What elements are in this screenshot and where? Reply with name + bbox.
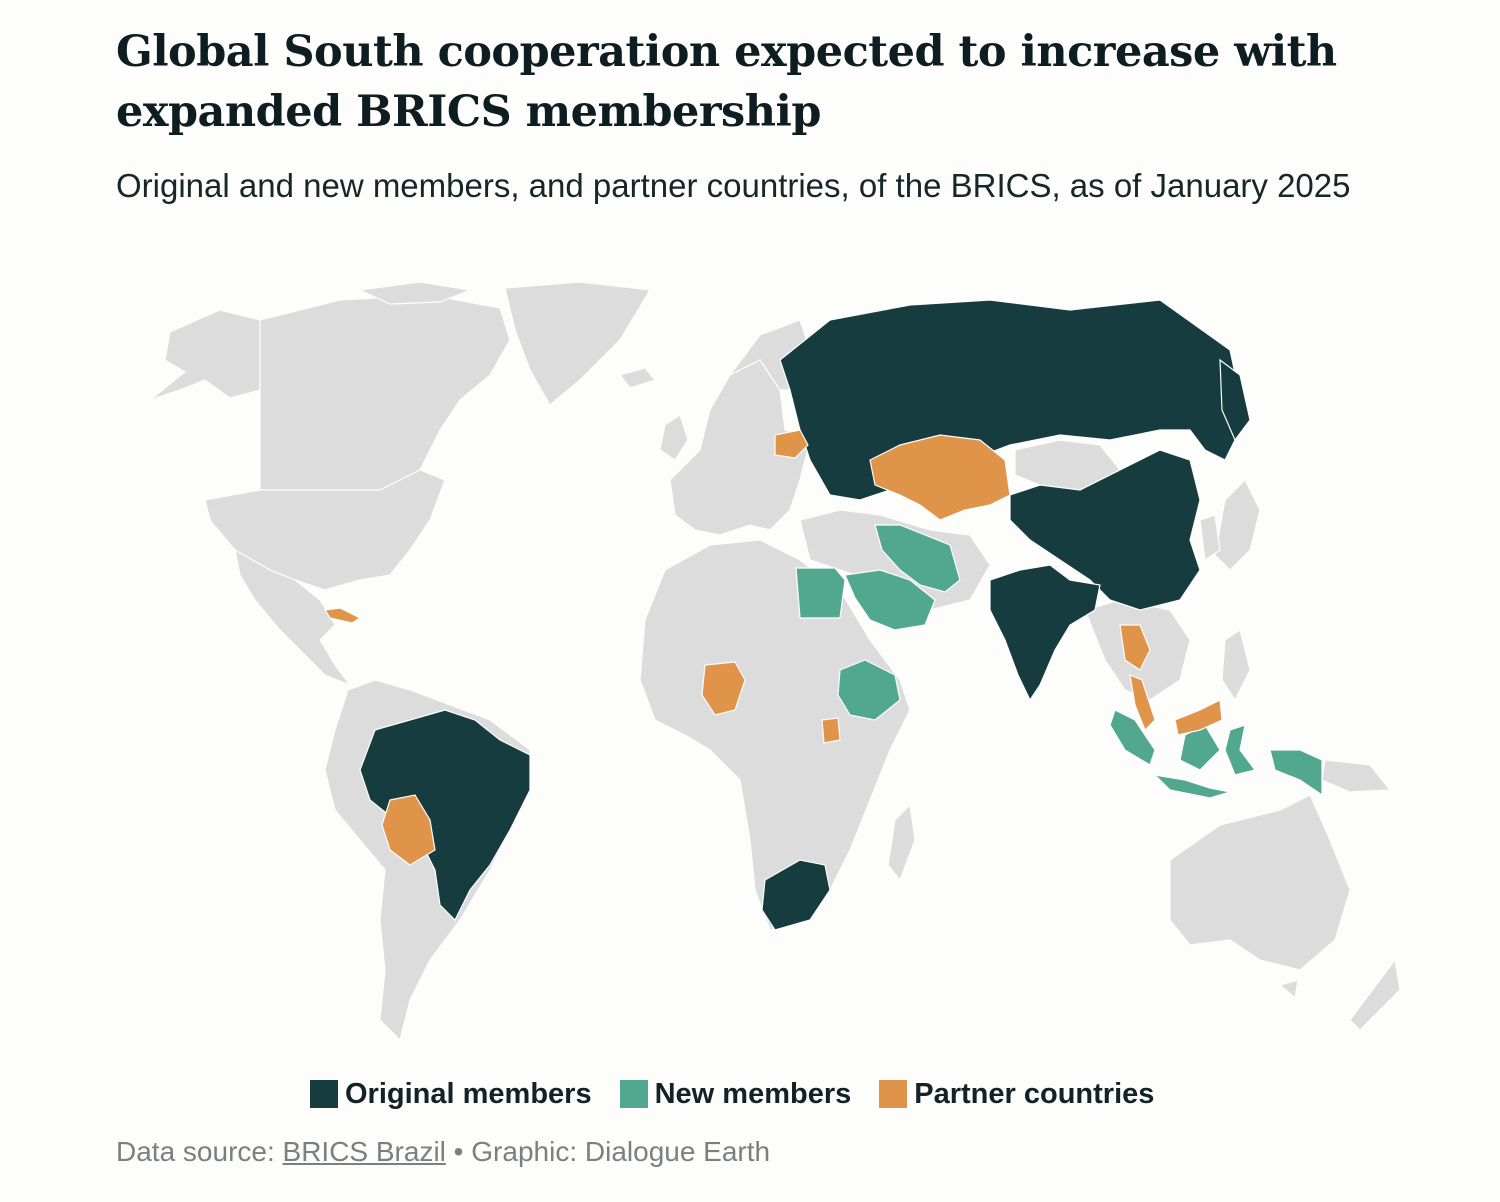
country-indonesia-sumatra xyxy=(1109,709,1156,766)
country-kazakhstan xyxy=(869,434,1011,521)
legend-label-partner: Partner countries xyxy=(914,1077,1155,1110)
country-south-africa xyxy=(761,859,831,931)
world-map xyxy=(149,281,1401,1042)
source-prefix: Data source: xyxy=(116,1136,283,1167)
country-malaysia-peninsula xyxy=(1129,674,1156,732)
country-indonesia-papua xyxy=(1269,749,1323,797)
source-separator: • xyxy=(445,1136,472,1167)
country-thailand xyxy=(1119,624,1151,671)
country-ethiopia xyxy=(837,659,901,721)
land-new-zealand xyxy=(1349,958,1401,1031)
legend-swatch-partner xyxy=(879,1080,908,1108)
country-bolivia xyxy=(381,794,436,866)
land-philippines xyxy=(1221,629,1251,702)
legend-swatch-original xyxy=(310,1080,338,1108)
land-iceland xyxy=(618,367,657,389)
country-belarus xyxy=(774,429,809,459)
legend-item-new: New members xyxy=(619,1077,852,1111)
land-australia xyxy=(1169,794,1351,971)
land-arctic-islands xyxy=(357,281,473,305)
land-png xyxy=(1321,759,1392,793)
land-canada xyxy=(259,294,511,491)
land-greenland xyxy=(504,281,651,406)
legend-label-new: New members xyxy=(654,1077,852,1110)
land-uk xyxy=(659,414,689,461)
land-tasmania xyxy=(1278,979,1299,1000)
graphic-credit: Graphic: Dialogue Earth xyxy=(471,1136,771,1167)
partner-countries-layer xyxy=(323,429,1223,866)
legend: Original members New members Partner cou… xyxy=(310,1074,1154,1114)
chart-subtitle: Original and new members, and partner co… xyxy=(116,167,1351,204)
chart-title: Global South cooperation expected to inc… xyxy=(116,27,1337,137)
country-india xyxy=(989,564,1101,702)
land-japan xyxy=(1214,478,1261,571)
country-indonesia-sulawesi xyxy=(1224,724,1257,776)
country-iran xyxy=(874,524,961,593)
legend-item-partner: Partner countries xyxy=(879,1078,1154,1111)
legend-swatch-new xyxy=(619,1080,648,1108)
country-uganda xyxy=(821,717,841,744)
land-usa xyxy=(204,469,446,591)
country-malaysia-borneo xyxy=(1174,699,1223,736)
land-europe xyxy=(669,359,811,536)
new-members-layer xyxy=(795,524,1323,799)
country-china xyxy=(1009,449,1201,611)
country-saudi-arabia xyxy=(844,569,936,631)
land-korea xyxy=(1199,514,1221,562)
source-link[interactable]: BRICS Brazil xyxy=(282,1136,446,1167)
country-russia-kamchatka xyxy=(1219,358,1251,442)
country-nigeria xyxy=(701,661,746,716)
land-madagascar xyxy=(887,803,916,882)
legend-item-original: Original members xyxy=(310,1078,592,1111)
legend-label-original: Original members xyxy=(345,1077,592,1110)
source-credit: Data source: BRICS Brazil • Graphic: Dia… xyxy=(116,1136,770,1168)
country-egypt xyxy=(795,567,846,619)
land-alaska xyxy=(149,309,261,401)
country-cuba xyxy=(323,607,362,624)
land-mexico xyxy=(234,548,352,687)
country-indonesia-java xyxy=(1153,774,1231,799)
